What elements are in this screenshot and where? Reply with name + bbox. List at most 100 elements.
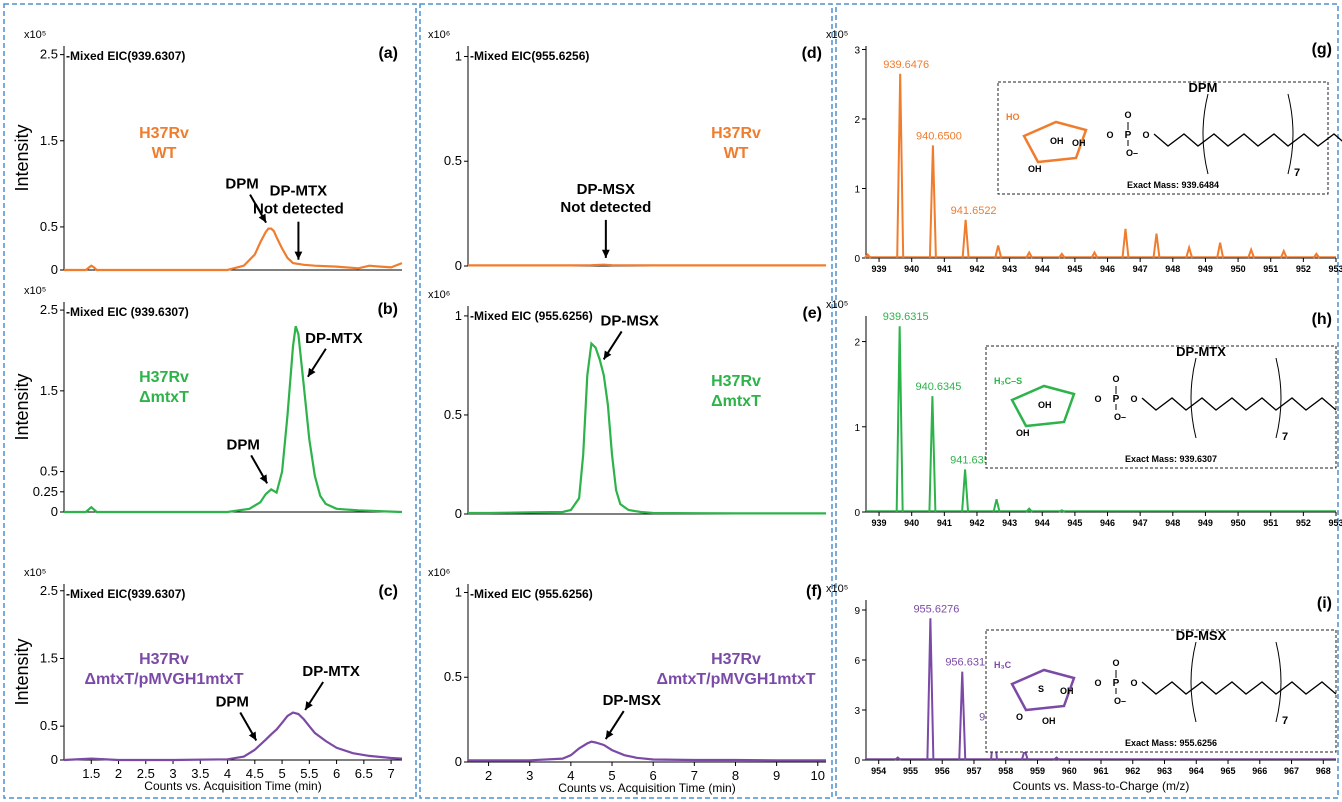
x-tick-label: 8 [732, 768, 739, 783]
arrowhead [259, 474, 268, 484]
exact-mass: Exact Mass: 939.6307 [1125, 454, 1217, 464]
peak-label: 939.6315 [883, 311, 929, 323]
x-tick-label: 3 [169, 766, 176, 781]
x-tick-label: 5.5 [300, 766, 318, 781]
panels: 0 0.5 1.5 2.5 Intensity x10⁵ (a) -Mixed EIC(939… [12, 29, 1342, 795]
x-tick-label: 948 [1165, 518, 1180, 528]
y-tick-label: 0 [51, 504, 58, 519]
annotation-label: DP-MSX [577, 181, 635, 198]
phosphate-atom: P [1113, 394, 1120, 405]
x-tick-label: 965 [1221, 766, 1236, 776]
y-tick-label: 0.5 [444, 669, 462, 684]
y-tick-label: 0 [455, 258, 462, 273]
x-tick-label: 952 [1296, 264, 1311, 274]
panel-label: (i) [1317, 595, 1332, 612]
spectrum-peak [928, 396, 937, 513]
spectrum-peak [961, 469, 970, 513]
y-tick-label: 9 [854, 606, 860, 617]
y-tick-label: 2 [854, 338, 860, 349]
arrowhead [305, 701, 313, 710]
x-tick-label: 962 [1125, 766, 1140, 776]
strain-genotype: WT [152, 145, 177, 162]
strain-name: H37Rv [139, 125, 189, 142]
y-tick-label: 0.5 [40, 464, 58, 479]
strain-genotype: ΔmtxT [711, 393, 761, 410]
peak-label: 941.6357 [950, 454, 996, 466]
x-tick-label: 3.5 [191, 766, 209, 781]
x-tick-label: 4.5 [246, 766, 264, 781]
x-tick-label: 4 [567, 768, 574, 783]
phosphate-atom: O [1094, 394, 1101, 404]
x-tick-label: 948 [1165, 264, 1180, 274]
panel-e: 0 0.5 1 x10⁶ (e) -Mixed EIC (955.6256) H37Rv Δm… [428, 289, 826, 521]
eic-label: -Mixed EIC(955.6256) [470, 49, 589, 63]
spectrum-peak [1279, 248, 1288, 259]
repeat-count: 7 [1282, 431, 1288, 443]
x-tick-label: 951 [1263, 518, 1278, 528]
spectrum-peak [1121, 228, 1130, 259]
phosphate-atom: O [1112, 658, 1119, 668]
x-axis-title: Counts vs. Acquisition Time (min) [558, 781, 735, 795]
y-tick-label: 1 [455, 48, 462, 63]
prenyl-chain [1141, 681, 1337, 695]
y-tick-label: 0 [51, 752, 58, 767]
phosphate-atom: O [1094, 678, 1101, 688]
annotation-label: DPM [226, 436, 259, 453]
spectrum-peak [926, 618, 935, 761]
arrowhead [605, 730, 614, 740]
panel-d: 0 0.5 1 x10⁶ (d) -Mixed EIC(955.6256) H37Rv WT D… [428, 29, 826, 273]
strain-genotype: ΔmtxT [139, 389, 189, 406]
peak-label: 955.6276 [913, 603, 959, 615]
spectrum-peak [1090, 250, 1099, 259]
axis-exponent: x10⁵ [24, 567, 46, 579]
panel-f: 0 0.5 1 2 3 4 5 6 7 8 9 10 Counts vs. Acquisition Ti… [428, 567, 826, 795]
sugar-ring [1022, 120, 1088, 164]
panel-label: (a) [378, 45, 398, 62]
x-tick-label: 943 [1002, 264, 1017, 274]
x-tick-label: 952 [1296, 518, 1311, 528]
x-tick-label: 7 [691, 768, 698, 783]
trace-line [468, 263, 826, 267]
x-tick-label: 6 [650, 768, 657, 783]
strain-genotype: ΔmtxT/pMVGH1mtxT [656, 671, 815, 688]
y-tick-label: 0.5 [444, 153, 462, 168]
ring-label: H₃C–S [994, 376, 1022, 386]
y-tick-label: 0.5 [444, 407, 462, 422]
compound-name: DP-MTX [1176, 344, 1226, 359]
annotation-label: DP-MTX [302, 663, 360, 680]
y-tick-label: 0 [51, 262, 58, 277]
prenyl-chain [1141, 397, 1337, 411]
arrowhead [601, 249, 610, 258]
y-tick-label: 0 [854, 508, 860, 519]
y-axis-title: Intensity [12, 373, 32, 440]
repeat-bracket-right [1275, 357, 1282, 439]
x-tick-label: 954 [871, 766, 886, 776]
y-tick-label: 3 [854, 706, 860, 717]
y-tick-label: 1 [854, 423, 860, 434]
panel-label: (f) [806, 583, 822, 600]
x-tick-label: 945 [1067, 264, 1082, 274]
eic-label: -Mixed EIC (939.6307) [66, 305, 189, 319]
phosphate-atom: O [1106, 130, 1113, 140]
x-tick-label: 968 [1316, 766, 1331, 776]
eic-label: -Mixed EIC (955.6256) [470, 309, 593, 323]
y-tick-label: 2 [854, 115, 860, 126]
panel-label: (c) [378, 583, 398, 600]
arrowhead [258, 213, 267, 223]
y-tick-label: 1.5 [40, 133, 58, 148]
prenyl-chain [1153, 133, 1342, 147]
spectrum-peak [994, 245, 1003, 259]
x-tick-label: 939 [872, 518, 887, 528]
axis-exponent: x10⁶ [428, 289, 450, 301]
peak-label: 941.6522 [951, 205, 997, 217]
eic-label: -Mixed EIC(939.6307) [66, 49, 185, 63]
phosphate-atom: P [1113, 678, 1120, 689]
strain-genotype: WT [724, 145, 749, 162]
spectrum-peak [895, 326, 904, 513]
trace-line [64, 325, 403, 514]
x-tick-label: 950 [1231, 264, 1246, 274]
repeat-bracket-left [1190, 641, 1197, 723]
x-tick-label: 966 [1252, 766, 1267, 776]
ring-label: OH [1042, 716, 1056, 726]
